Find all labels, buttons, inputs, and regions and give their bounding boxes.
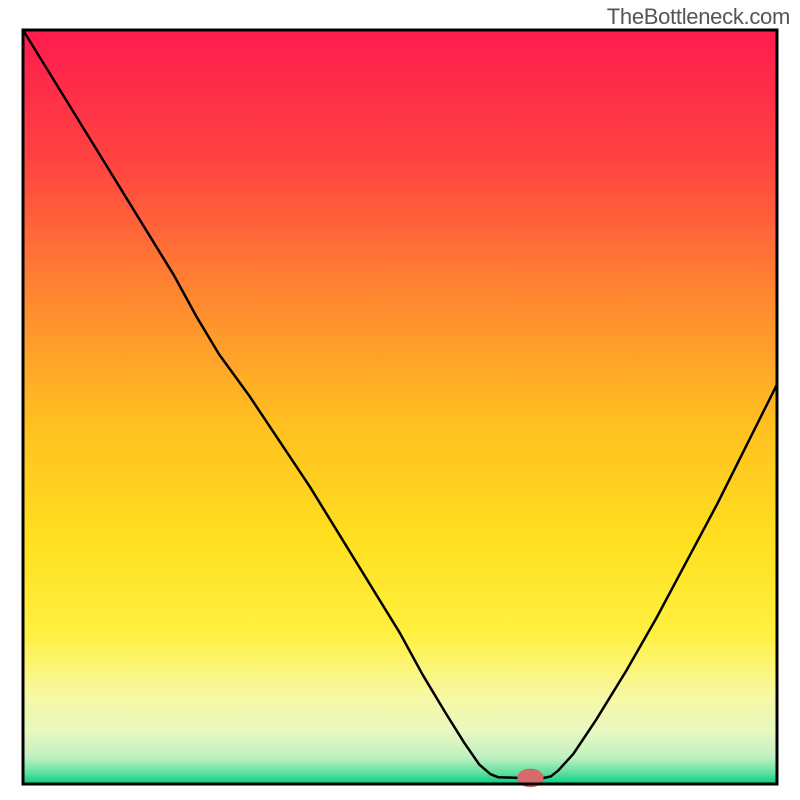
- chart-container: { "watermark": "TheBottleneck.com", "cha…: [0, 0, 800, 800]
- watermark-text: TheBottleneck.com: [607, 4, 790, 30]
- bottleneck-chart: [0, 0, 800, 800]
